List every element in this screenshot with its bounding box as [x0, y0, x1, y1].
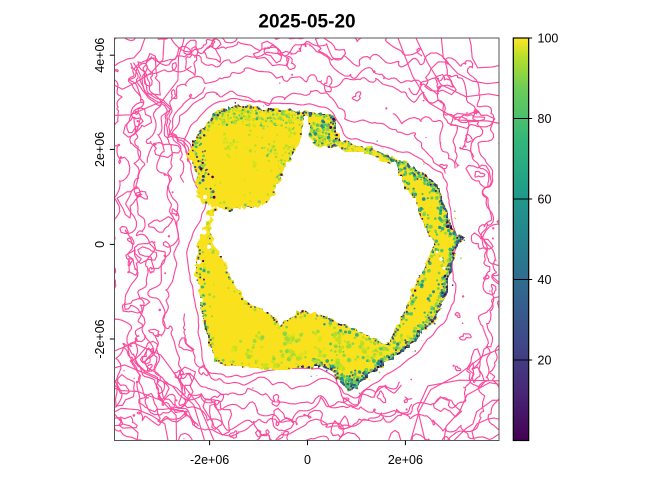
svg-text:-2e+06: -2e+06	[93, 319, 107, 358]
svg-text:-2e+06: -2e+06	[190, 453, 229, 467]
svg-text:2e+06: 2e+06	[388, 453, 423, 467]
svg-text:0: 0	[93, 241, 107, 248]
svg-text:20: 20	[538, 353, 552, 367]
svg-text:100: 100	[538, 31, 559, 45]
svg-text:2e+06: 2e+06	[93, 132, 107, 167]
svg-text:80: 80	[538, 112, 552, 126]
svg-text:4e+06: 4e+06	[93, 38, 107, 73]
svg-text:60: 60	[538, 192, 552, 206]
svg-text:40: 40	[538, 273, 552, 287]
svg-text:2025-05-20: 2025-05-20	[258, 12, 355, 33]
svg-text:0: 0	[304, 453, 311, 467]
